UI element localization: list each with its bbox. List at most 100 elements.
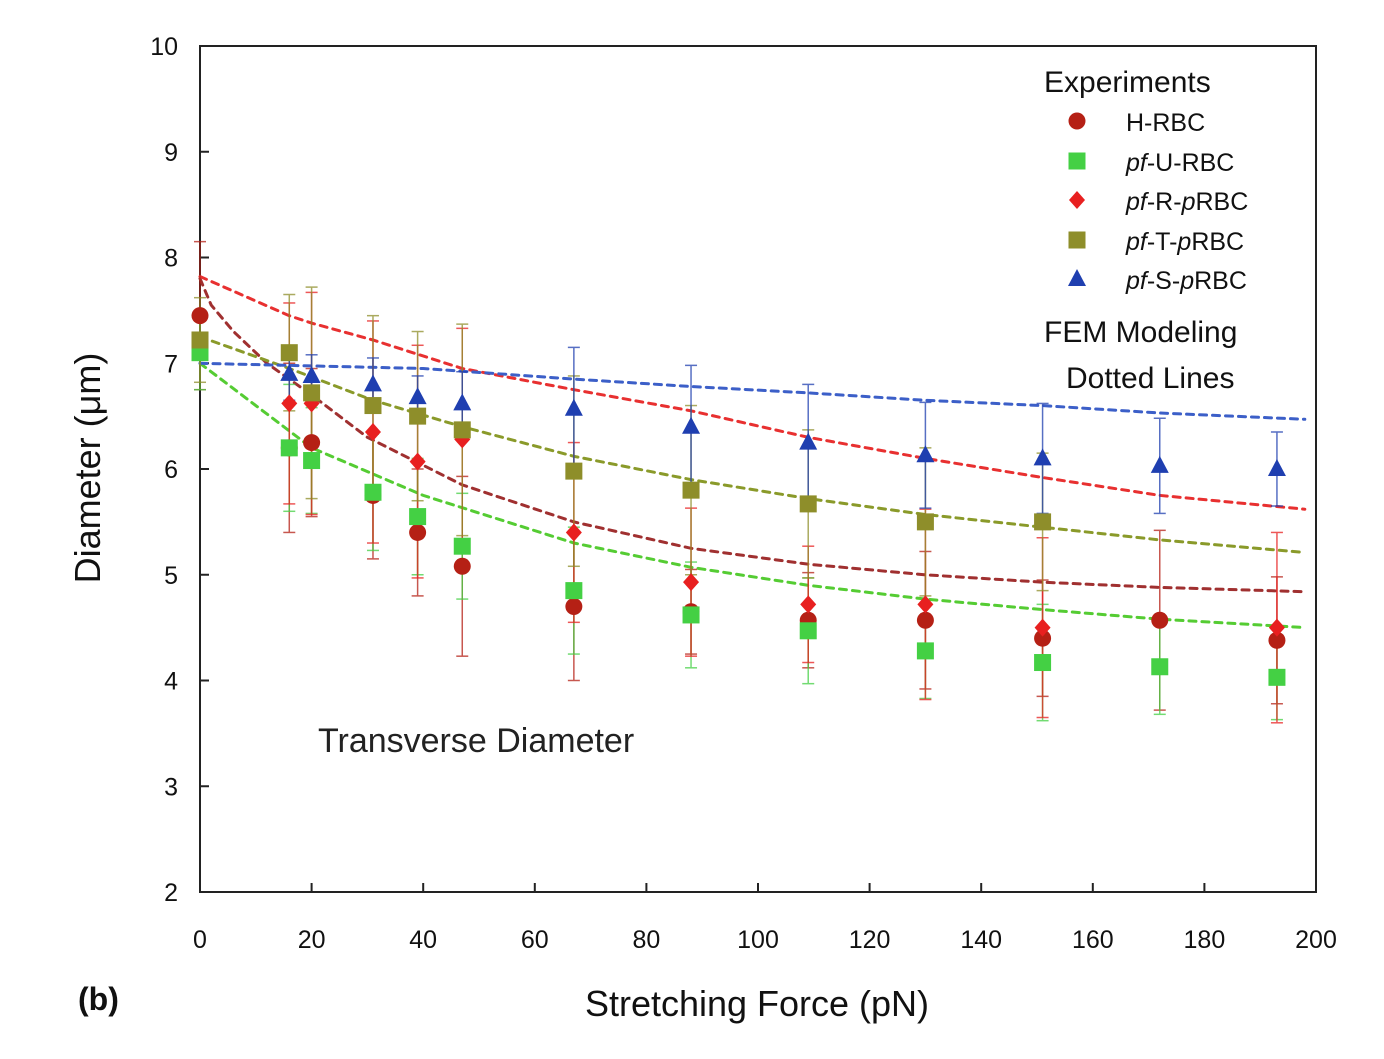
y-tick-label: 4 <box>164 668 178 696</box>
data-point-pf-U-RBC <box>799 622 817 640</box>
data-point-pf-S-pRBC <box>280 363 299 381</box>
x-tick-label: 80 <box>632 926 660 954</box>
data-point-pf-R-pRBC <box>364 422 381 441</box>
data-point-pf-R-pRBC <box>800 595 817 614</box>
data-point-pf-S-pRBC <box>1267 459 1286 476</box>
y-tick-label: 7 <box>164 350 178 378</box>
data-point-pf-T-pRBC <box>303 384 321 402</box>
data-point-pf-S-pRBC <box>363 374 382 392</box>
x-tick-label: 20 <box>298 926 326 954</box>
data-point-pf-R-pRBC <box>565 523 582 542</box>
data-point-H-RBC <box>409 523 427 541</box>
legend-heading: Experiments <box>1044 66 1211 99</box>
data-point-H-RBC <box>453 557 471 575</box>
data-point-pf-U-RBC <box>1034 654 1052 672</box>
x-tick-label: 40 <box>409 926 437 954</box>
data-point-pf-U-RBC <box>280 439 298 457</box>
data-point-pf-U-RBC <box>453 537 471 555</box>
x-tick-label: 120 <box>849 926 891 954</box>
x-tick-label: 160 <box>1072 926 1114 954</box>
data-point-pf-U-RBC <box>409 508 427 526</box>
legend: Experiments H-RBC pf-U-RBC pf-R-pRBC pf-T-p… <box>1044 66 1248 395</box>
legend-items: H-RBC pf-U-RBC pf-R-pRBC pf-T-pRBC pf-S-pRBC <box>1068 109 1248 295</box>
legend-marker-H-RBC <box>1068 112 1086 130</box>
data-point-H-RBC <box>191 307 209 325</box>
data-point-pf-U-RBC <box>364 483 382 501</box>
data-point-pf-T-pRBC <box>1034 513 1052 531</box>
legend-label-H-RBC: H-RBC <box>1126 109 1205 137</box>
y-tick-label: 3 <box>164 773 178 801</box>
legend-marker-pf-U-RBC <box>1068 152 1086 170</box>
data-point-pf-U-RBC <box>682 606 700 624</box>
data-point-pf-R-pRBC <box>409 452 426 471</box>
data-point-H-RBC <box>1268 631 1286 649</box>
x-tick-label: 100 <box>737 926 779 954</box>
data-point-pf-S-pRBC <box>1150 455 1169 473</box>
data-point-pf-T-pRBC <box>682 481 700 499</box>
y-tick-label: 8 <box>164 245 178 273</box>
data-point-pf-U-RBC <box>916 642 934 660</box>
data-point-pf-R-pRBC <box>1268 618 1285 637</box>
x-tick-label: 180 <box>1184 926 1226 954</box>
y-tick-label: 6 <box>164 456 178 484</box>
data-point-pf-T-pRBC <box>916 513 934 531</box>
legend-marker-pf-S-pRBC <box>1068 269 1086 286</box>
fem-line-pf-U-RBC <box>198 361 1307 630</box>
data-point-H-RBC <box>1151 611 1169 629</box>
data-point-pf-T-pRBC <box>409 407 427 425</box>
y-axis-title: Diameter (μm) <box>67 353 108 584</box>
data-point-H-RBC <box>1034 629 1052 647</box>
data-point-pf-S-pRBC <box>916 445 935 463</box>
data-point-pf-T-pRBC <box>565 462 583 480</box>
panel-label: (b) <box>78 981 119 1017</box>
data-point-H-RBC <box>303 434 321 452</box>
legend-marker-pf-R-pRBC <box>1069 191 1085 209</box>
data-point-pf-R-pRBC <box>281 394 298 413</box>
data-point-pf-R-pRBC <box>683 573 700 592</box>
data-point-pf-U-RBC <box>1151 658 1169 676</box>
legend-label-pf-S-pRBC: pf-S-pRBC <box>1125 267 1247 295</box>
data-point-pf-T-pRBC <box>453 421 471 439</box>
fem-line-pf-S-pRBC <box>198 361 1307 421</box>
x-tick-label: 140 <box>960 926 1002 954</box>
y-tick-label: 10 <box>150 33 178 61</box>
data-point-pf-S-pRBC <box>1033 448 1052 466</box>
axis-ticks: 0 20 40 60 80 100 120 140 160 180 200 2 3 4 5 6 7 8 9 10 <box>150 33 1337 954</box>
x-tick-label: 200 <box>1295 926 1337 954</box>
data-point-pf-S-pRBC <box>453 393 472 411</box>
data-point-pf-T-pRBC <box>280 344 298 362</box>
x-tick-label: 0 <box>193 926 207 954</box>
transverse-annotation: Transverse Diameter <box>318 722 634 760</box>
data-point-pf-S-pRBC <box>799 432 818 450</box>
data-point-pf-U-RBC <box>1268 668 1286 686</box>
data-point-pf-R-pRBC <box>917 595 934 614</box>
legend-label-pf-U-RBC: pf-U-RBC <box>1125 149 1234 177</box>
data-point-H-RBC <box>916 611 934 629</box>
data-point-pf-T-pRBC <box>364 397 382 415</box>
legend-label-pf-T-pRBC: pf-T-pRBC <box>1125 228 1244 256</box>
legend-note-line1: FEM Modeling <box>1044 316 1237 349</box>
data-point-H-RBC <box>565 597 583 615</box>
y-tick-label: 2 <box>164 879 178 907</box>
y-tick-label: 9 <box>164 139 178 167</box>
legend-note-line2: Dotted Lines <box>1066 362 1234 395</box>
data-point-pf-R-pRBC <box>1034 618 1051 637</box>
data-point-pf-T-pRBC <box>191 331 209 349</box>
data-point-pf-S-pRBC <box>408 387 427 405</box>
legend-label-pf-R-pRBC: pf-R-pRBC <box>1125 188 1248 216</box>
fem-line-pf-R-pRBC <box>198 275 1307 511</box>
y-tick-label: 5 <box>164 562 178 590</box>
x-tick-label: 60 <box>521 926 549 954</box>
legend-marker-pf-T-pRBC <box>1068 231 1086 249</box>
data-point-pf-S-pRBC <box>564 398 583 416</box>
error-bars <box>194 240 1283 724</box>
data-point-pf-T-pRBC <box>799 495 817 513</box>
fem-line-H-RBC <box>198 277 1307 594</box>
data-point-pf-U-RBC <box>303 452 321 470</box>
data-point-pf-U-RBC <box>565 582 583 600</box>
data-point-pf-S-pRBC <box>682 416 701 434</box>
data-markers <box>191 307 1286 686</box>
x-axis-title: Stretching Force (pN) <box>585 983 929 1024</box>
data-point-pf-S-pRBC <box>302 365 321 383</box>
